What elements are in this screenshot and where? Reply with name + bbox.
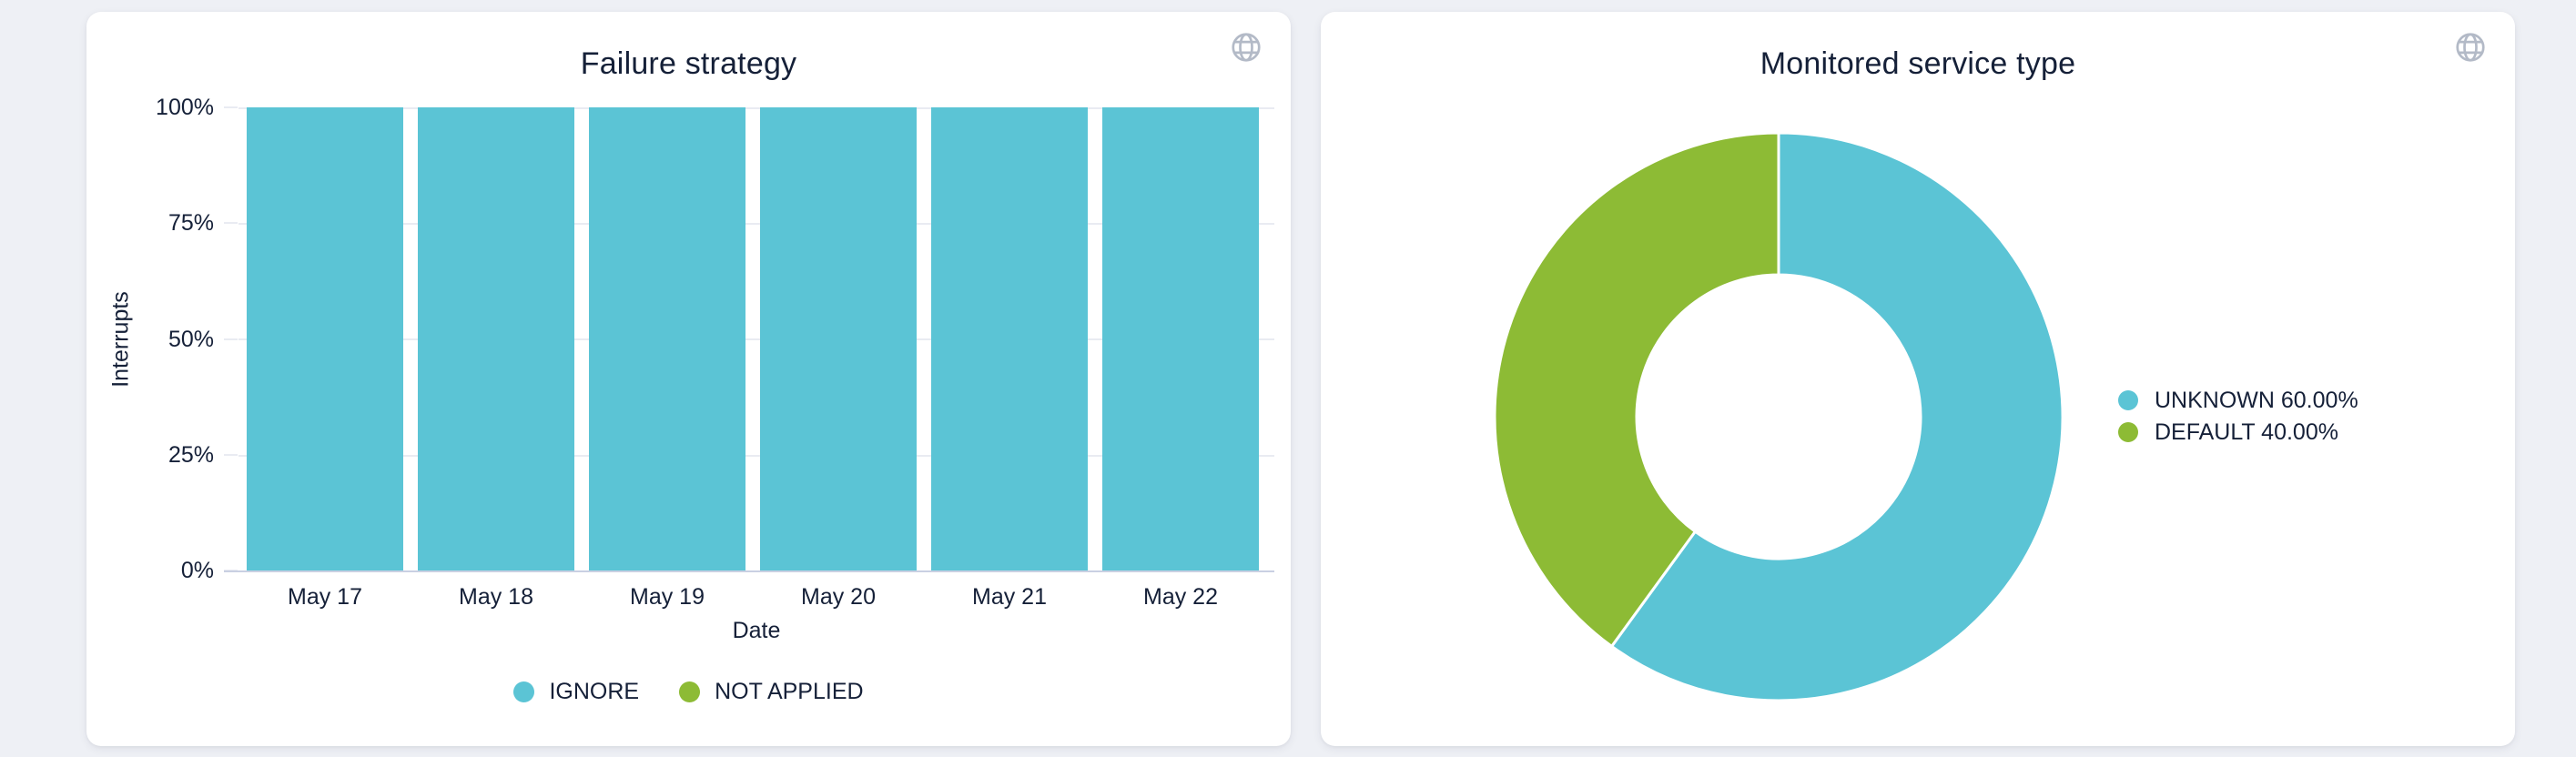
bar-may-17[interactable] (247, 107, 403, 570)
donut-slice-unknown[interactable] (1609, 131, 2064, 702)
bar-may-18[interactable] (418, 107, 574, 570)
legend-dot-green (679, 681, 701, 702)
bar-may-19[interactable] (589, 107, 745, 570)
bar-may-20[interactable] (760, 107, 917, 570)
legend-label: NOT APPLIED (715, 679, 864, 704)
bar-may-22[interactable] (1102, 107, 1259, 570)
legend-item-ignore[interactable]: IGNORE (513, 679, 639, 705)
globe-icon[interactable] (1229, 30, 1263, 65)
donut-legend: UNKNOWN 60.00% DEFAULT 40.00% (2118, 385, 2358, 448)
x-tick-label: May 18 (459, 584, 533, 610)
y-tick-label: 50% (167, 327, 214, 352)
failure-strategy-card: Failure strategy 100% 75% 50% 25% 0% Int… (86, 12, 1291, 746)
globe-icon[interactable] (2453, 30, 2488, 65)
bar-plot-area (224, 107, 1274, 572)
legend-dot-teal (2118, 390, 2138, 410)
legend-item-unknown[interactable]: UNKNOWN 60.00% (2118, 385, 2358, 416)
legend-label: UNKNOWN 60.00% (2155, 387, 2358, 413)
legend-dot-green (2118, 422, 2138, 442)
chart-title: Monitored service type (1760, 46, 2076, 81)
bar-may-21[interactable] (931, 107, 1088, 570)
donut-chart (1493, 131, 2064, 702)
gridline-75 (238, 223, 1274, 225)
x-tick-label: May 20 (801, 584, 876, 610)
x-tick-label: May 21 (972, 584, 1047, 610)
y-tick-label: 25% (167, 442, 214, 468)
x-tick-label: May 17 (288, 584, 362, 610)
bar-chart-legend: IGNORE NOT APPLIED (86, 679, 1291, 705)
chart-title: Failure strategy (580, 46, 797, 81)
legend-item-default[interactable]: DEFAULT 40.00% (2118, 417, 2358, 448)
legend-label: DEFAULT 40.00% (2155, 419, 2338, 445)
gridline-50 (238, 338, 1274, 340)
y-tick-label: 75% (167, 210, 214, 236)
x-tick-label: May 22 (1143, 584, 1218, 610)
gridline-25 (238, 455, 1274, 457)
legend-label: IGNORE (549, 679, 640, 704)
legend-dot-teal (513, 681, 535, 702)
y-tick-mark (224, 222, 238, 224)
y-axis-title: Interrupts (107, 291, 134, 388)
y-tick-mark (224, 106, 238, 108)
legend-item-not-applied[interactable]: NOT APPLIED (679, 679, 864, 705)
gridline-100 (238, 107, 1274, 109)
x-axis-line (224, 570, 1274, 572)
x-tick-label: May 19 (630, 584, 705, 610)
monitored-service-type-card: Monitored service type UNKNOWN 60.00% DE… (1321, 12, 2515, 746)
x-axis-title: Date (732, 618, 781, 643)
y-tick-label: 100% (156, 95, 214, 120)
y-tick-mark (224, 338, 238, 340)
y-tick-mark (224, 454, 238, 456)
y-tick-label: 0% (180, 558, 214, 583)
donut-slice-default[interactable] (1493, 131, 1780, 649)
